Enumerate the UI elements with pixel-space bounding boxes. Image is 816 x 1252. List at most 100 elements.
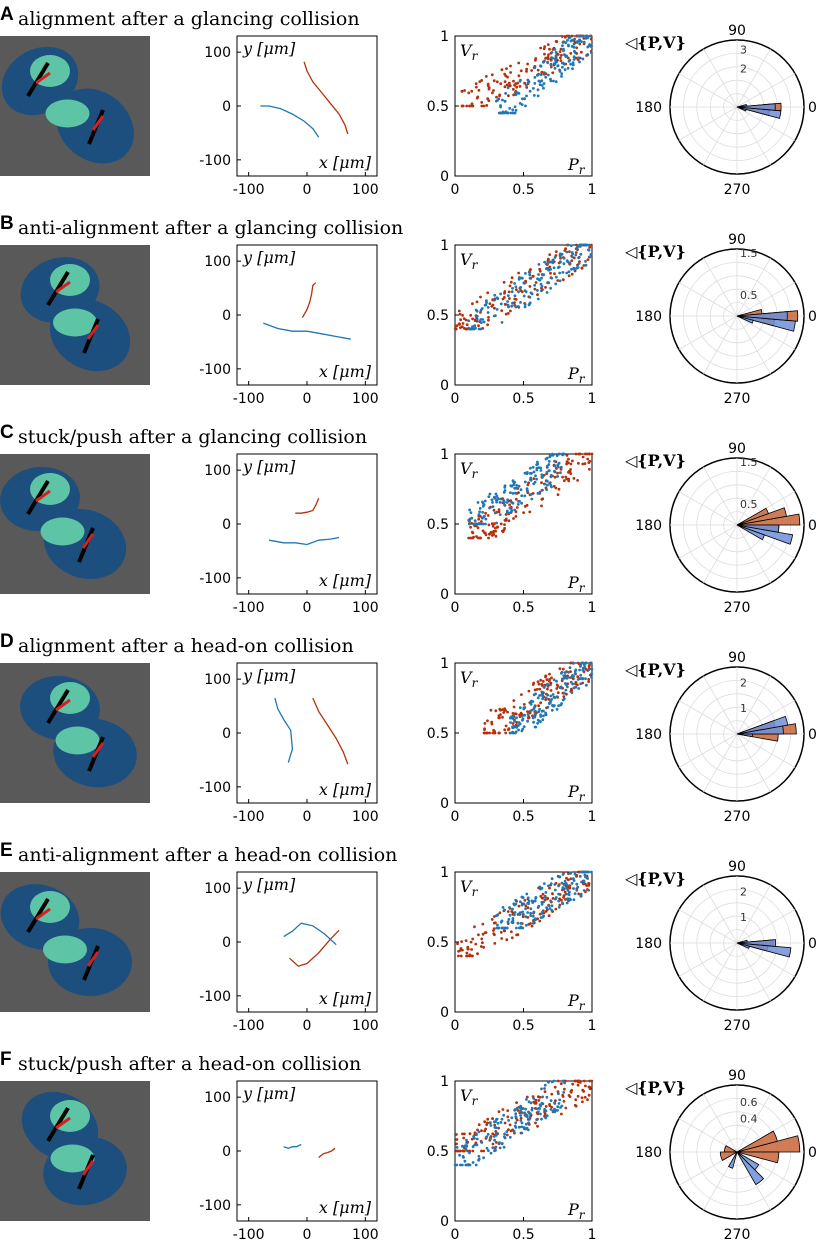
scatter-point (501, 906, 505, 909)
scatter-point (506, 86, 510, 90)
scatter-point (537, 904, 541, 908)
scatter-point (491, 1142, 495, 1146)
scatter-point (490, 722, 494, 726)
scatter-point (539, 720, 542, 724)
scatter-point (550, 698, 553, 701)
scatter-point (577, 1079, 581, 1083)
scatter-point (538, 490, 542, 494)
scatter-point (477, 1154, 481, 1158)
scatter-point (551, 897, 555, 900)
scatter-point (581, 455, 585, 459)
scatter-point (563, 1087, 566, 1091)
scatter-point (496, 525, 499, 529)
panel-letter: B (0, 213, 14, 234)
scatter-point (540, 896, 544, 900)
scatter-point (523, 97, 526, 101)
scatter-point (548, 47, 551, 51)
trajectory-line (274, 697, 294, 763)
scatter-point (578, 243, 582, 247)
polar-angle-label: 180 (635, 100, 662, 116)
scatter-point (515, 721, 519, 724)
scatter-point (536, 696, 540, 700)
scatter-point (526, 81, 530, 84)
scatter-point (536, 74, 539, 77)
scatter-point (528, 271, 532, 274)
scatter-point (480, 104, 484, 108)
polar-spoke (703, 315, 738, 375)
scatter-point (543, 45, 547, 48)
scatter-point (570, 687, 573, 691)
scatter-point (561, 667, 565, 671)
scatter-point (576, 675, 580, 679)
scatter-point (547, 268, 551, 272)
scatter-point (553, 475, 557, 479)
scatter-point (514, 491, 517, 495)
y-tick-label: 100 (204, 672, 231, 688)
scatter-point (537, 79, 541, 83)
scatter-point (520, 290, 524, 294)
scatter-point (486, 291, 490, 295)
scatter-point (506, 294, 510, 297)
scatter-point (561, 902, 565, 906)
scatter-point (565, 54, 568, 58)
scatter-point (566, 243, 570, 247)
scatter-point (558, 260, 562, 263)
scatter-point (510, 290, 514, 294)
polar-spoke (736, 73, 796, 108)
scatter-point (517, 290, 520, 294)
x-tick-label: 1 (588, 182, 597, 198)
scatter-point (511, 492, 515, 495)
scatter-point (562, 676, 566, 680)
scatter-point (507, 305, 510, 308)
scatter-point (589, 661, 593, 665)
scatter-point (471, 1161, 475, 1164)
polar-spoke (703, 524, 738, 584)
scatter-point (528, 295, 532, 299)
scatter-point (557, 905, 561, 909)
scatter-point (471, 536, 475, 540)
scatter-point (514, 298, 518, 301)
scatter-point (514, 730, 518, 734)
scatter-point (520, 1125, 524, 1129)
scatter-point (522, 511, 525, 514)
scatter-point (583, 665, 586, 669)
scatter-point (581, 1100, 584, 1104)
scatter-point (502, 929, 506, 932)
scatter-point (543, 52, 546, 56)
scatter-point (578, 42, 582, 46)
scatter-point (554, 282, 558, 286)
scatter-point (499, 105, 502, 109)
scatter-point (515, 506, 519, 509)
polar-spoke (736, 315, 796, 350)
scatter-point (584, 37, 588, 40)
scatter-point (556, 1109, 559, 1112)
x-tick-label: 0.5 (512, 809, 534, 825)
scatter-point (481, 522, 485, 526)
scatter-point (582, 1079, 586, 1083)
scatter-point (520, 103, 524, 106)
scatter-point (534, 692, 537, 696)
scatter-point (526, 906, 530, 910)
scatter-point (584, 34, 588, 38)
scatter-point (551, 693, 555, 696)
scatter-point (546, 61, 550, 65)
scatter-point (542, 86, 545, 90)
scatter-point (475, 1143, 479, 1147)
scatter-point (562, 40, 566, 44)
scatter-point (578, 60, 581, 64)
scatter-point (497, 731, 501, 735)
scatter-point (590, 452, 594, 456)
scatter-point (579, 677, 583, 680)
scatter-point (524, 904, 528, 908)
y-tick-label: 1 (440, 238, 449, 254)
scatter-point (496, 297, 500, 300)
polar-angle-label: 180 (635, 1145, 662, 1161)
scatter-point (560, 252, 564, 256)
y-tick-label: 0 (222, 308, 231, 324)
scatter-point (576, 683, 579, 687)
scatter-point (542, 714, 545, 718)
scatter-point (558, 271, 562, 275)
scatter-point (505, 501, 509, 504)
scatter-point (497, 508, 501, 512)
scatter-point (568, 884, 572, 888)
